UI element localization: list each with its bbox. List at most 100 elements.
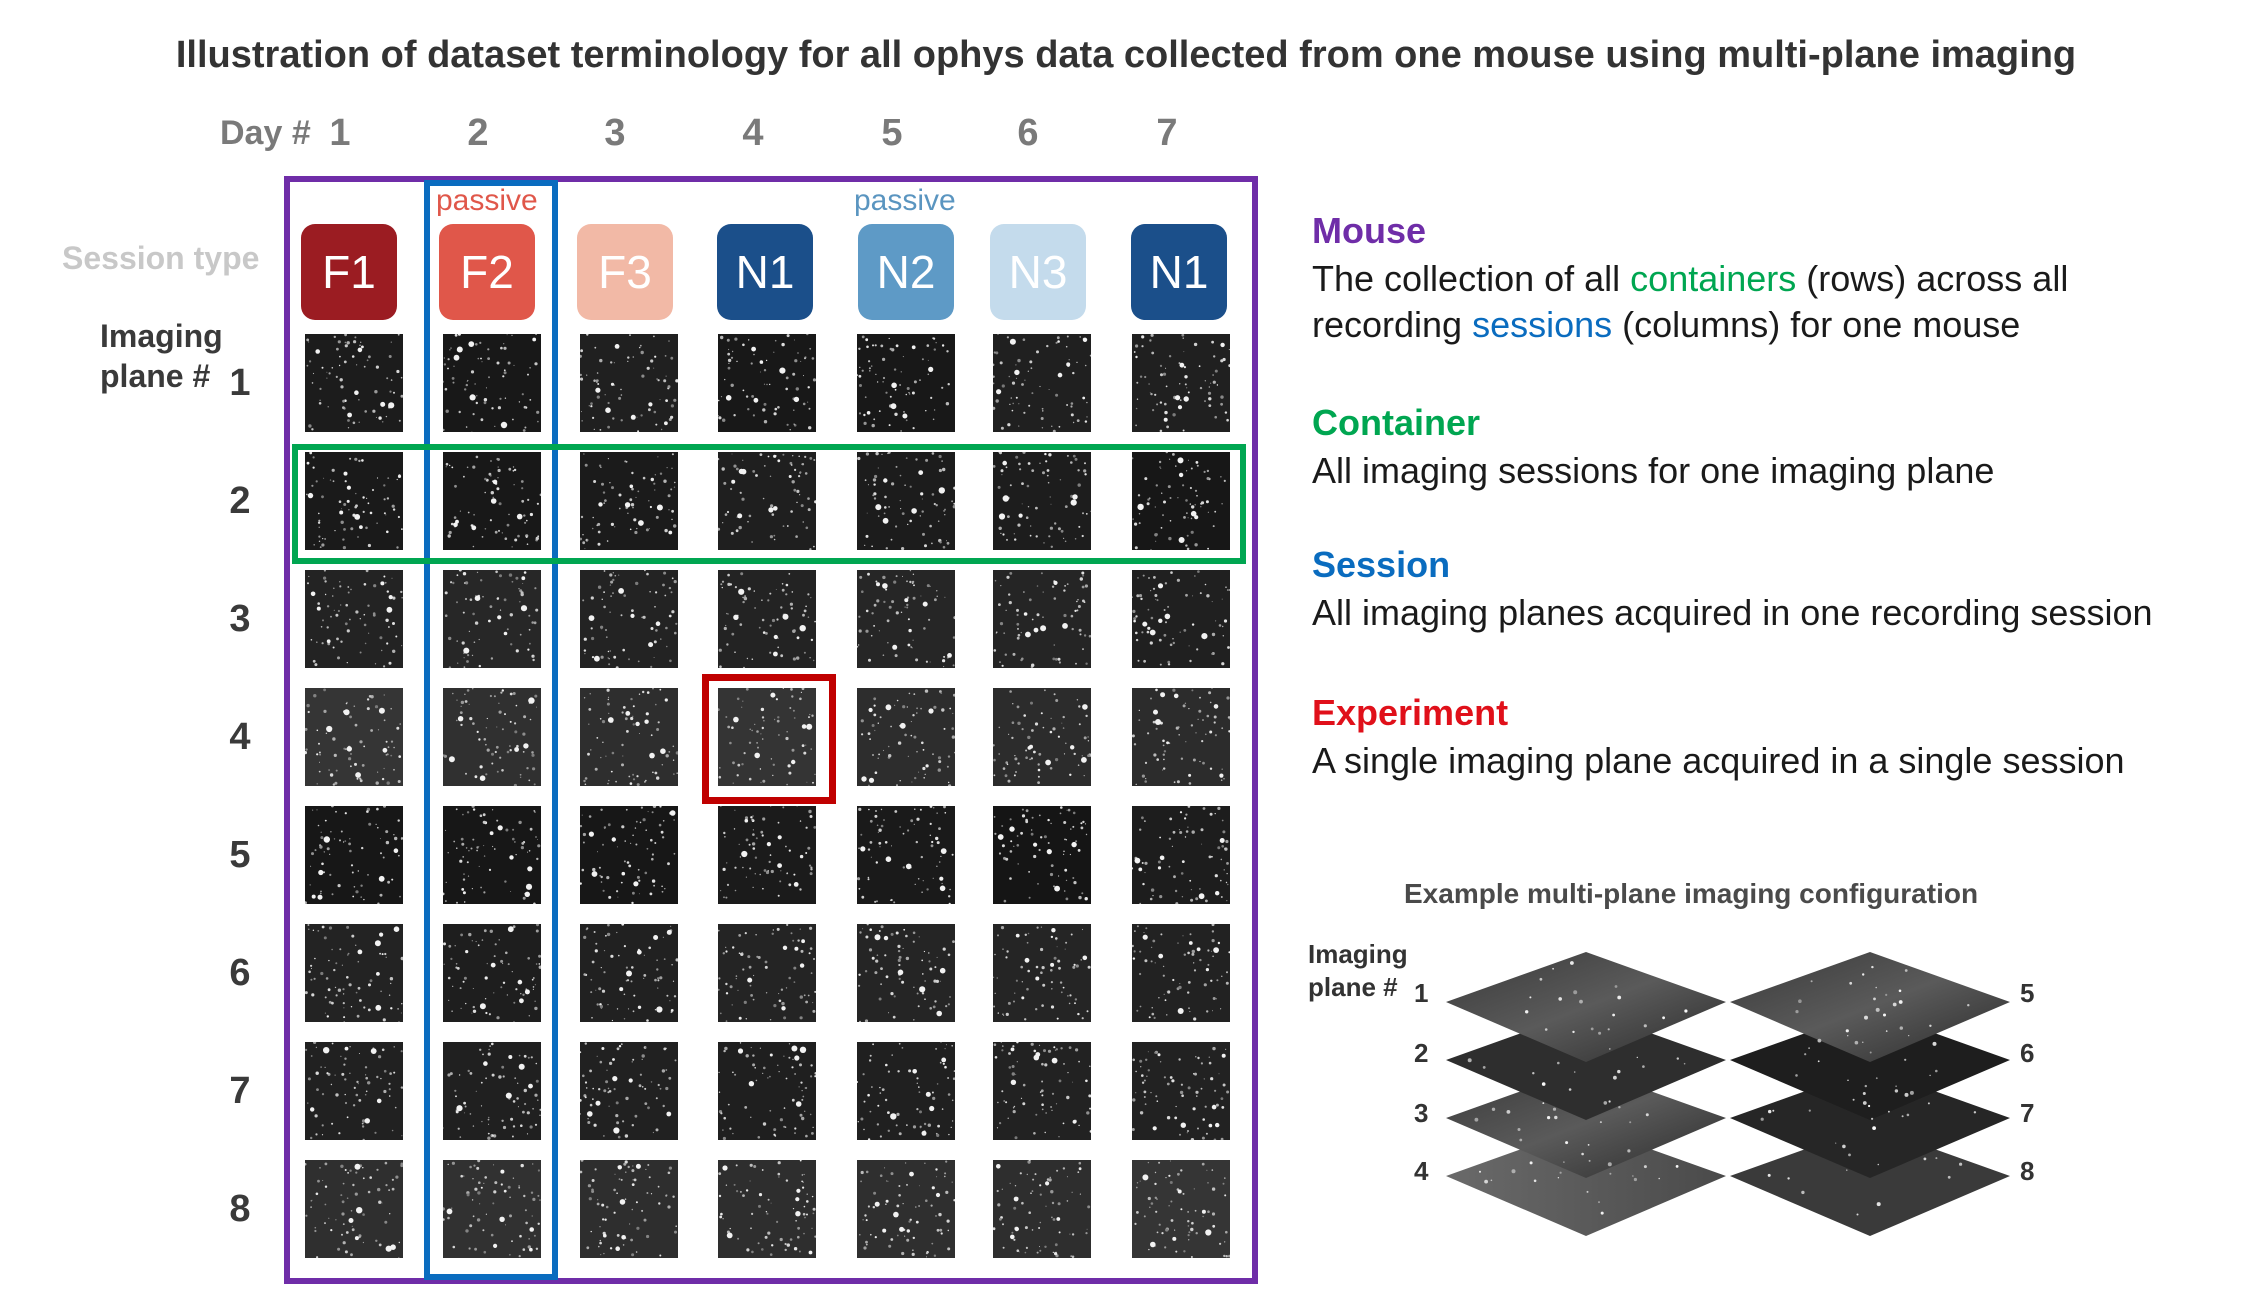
imaging-tile-plane8-day5 <box>857 1160 955 1258</box>
right-plane-7 <box>1730 1068 2010 1178</box>
imaging-tile-plane5-day3 <box>580 806 678 904</box>
example-plane-label-line1: Imaging <box>1308 939 1408 969</box>
imaging-tile-plane7-day7 <box>1132 1042 1230 1140</box>
day-number-2: 2 <box>467 112 489 154</box>
plane-number-6: 6 <box>229 952 251 994</box>
imaging-tile-plane4-day6 <box>993 688 1091 786</box>
imaging-tile-plane1-day4 <box>718 334 816 432</box>
session-type-chip-4: N1 <box>717 224 813 320</box>
session-type-chip-5: N2 <box>858 224 954 320</box>
imaging-tile-plane6-day2 <box>443 924 541 1022</box>
left-plane-stack <box>1446 952 1726 1236</box>
passive-label-f2: passive <box>436 184 538 217</box>
imaging-tile-plane4-day5 <box>857 688 955 786</box>
stacked-planes-illustration <box>1446 952 2010 1236</box>
imaging-tile-plane6-day3 <box>580 924 678 1022</box>
imaging-tile-plane5-day1 <box>305 806 403 904</box>
imaging-tile-plane4-day3 <box>580 688 678 786</box>
imaging-tile-plane5-day4 <box>718 806 816 904</box>
definition-session-title: Session <box>1312 544 1451 585</box>
sessions-accent: sessions <box>1472 304 1613 345</box>
imaging-tile-plane7-day6 <box>993 1042 1091 1140</box>
session-type-chip-7: N1 <box>1131 224 1227 320</box>
example-right-plane-8: 8 <box>2020 1156 2035 1186</box>
left-plane-1 <box>1446 952 1726 1062</box>
day-number-6: 6 <box>1017 112 1039 154</box>
session-frame <box>424 180 558 1280</box>
definition-experiment: Experiment A single imaging plane acquir… <box>1312 692 2125 784</box>
example-plane-label: Imaging plane # <box>1308 938 1408 1004</box>
example-left-plane-1: 1 <box>1414 978 1429 1008</box>
imaging-tile-plane7-day4 <box>718 1042 816 1140</box>
example-right-plane-5: 5 <box>2020 978 2035 1008</box>
imaging-tile-plane3-day4 <box>718 570 816 668</box>
definition-container-text: All imaging sessions for one imaging pla… <box>1312 450 1995 491</box>
imaging-tile-plane6-day5 <box>857 924 955 1022</box>
imaging-tile-plane8-day7 <box>1132 1160 1230 1258</box>
experiment-frame <box>702 674 836 804</box>
imaging-tile-plane7-day5 <box>857 1042 955 1140</box>
containers-accent: containers <box>1630 258 1797 299</box>
imaging-tile-plane2-day5 <box>857 452 955 550</box>
imaging-tile-plane2-day1 <box>305 452 403 550</box>
imaging-tile-plane1-day3 <box>580 334 678 432</box>
imaging-tile-plane2-day4 <box>718 452 816 550</box>
imaging-tile-plane5-day5 <box>857 806 955 904</box>
plane-number-4: 4 <box>229 716 251 758</box>
figure-title: Illustration of dataset terminology for … <box>175 34 2077 76</box>
definition-experiment-title: Experiment <box>1312 692 1509 733</box>
imaging-tile-plane4-day4 <box>718 688 816 786</box>
day-number-4: 4 <box>742 112 764 154</box>
imaging-tile-plane1-day6 <box>993 334 1091 432</box>
plane-speckle <box>1467 961 1977 1216</box>
right-plane-6 <box>1730 1010 2010 1120</box>
imaging-plane-label: Imaging plane # <box>100 316 223 396</box>
definition-mouse-title: Mouse <box>1312 210 1427 251</box>
imaging-tile-plane4-day1 <box>305 688 403 786</box>
imaging-tile-plane2-day7 <box>1132 452 1230 550</box>
imaging-tile-plane8-day4 <box>718 1160 816 1258</box>
imaging-tile-plane3-day3 <box>580 570 678 668</box>
plane-number-2: 2 <box>229 480 251 522</box>
imaging-tile-plane7-day1 <box>305 1042 403 1140</box>
plane-number-7: 7 <box>229 1070 251 1112</box>
plane-number-5: 5 <box>229 834 251 876</box>
imaging-plane-label-line2: plane # <box>100 358 211 394</box>
imaging-tile-plane4-day2 <box>443 688 541 786</box>
mouse-frame <box>284 176 1258 1284</box>
container-frame <box>292 444 1246 564</box>
imaging-tile-plane8-day6 <box>993 1160 1091 1258</box>
definition-experiment-text: A single imaging plane acquired in a sin… <box>1312 740 2125 781</box>
imaging-tile-plane5-day7 <box>1132 806 1230 904</box>
day-number-7: 7 <box>1156 112 1178 154</box>
imaging-tile-plane4-day7 <box>1132 688 1230 786</box>
definition-mouse-line1: The collection of all containers (rows) … <box>1312 258 2069 299</box>
imaging-tile-plane3-day1 <box>305 570 403 668</box>
imaging-tile-plane5-day6 <box>993 806 1091 904</box>
plane-number-8: 8 <box>229 1188 251 1230</box>
imaging-tile-plane2-day2 <box>443 452 541 550</box>
imaging-tile-plane3-day6 <box>993 570 1091 668</box>
definition-container-title: Container <box>1312 402 1481 443</box>
example-right-plane-7: 7 <box>2020 1098 2035 1128</box>
example-right-plane-6: 6 <box>2020 1038 2035 1068</box>
imaging-tile-plane6-day6 <box>993 924 1091 1022</box>
day-number-1: 1 <box>329 112 351 154</box>
right-plane-5 <box>1730 952 2010 1062</box>
day-number-3: 3 <box>604 112 626 154</box>
definition-session: Session All imaging planes acquired in o… <box>1312 544 2153 636</box>
imaging-tile-plane3-day2 <box>443 570 541 668</box>
definition-mouse-text: The collection of all containers (rows) … <box>1312 256 2068 348</box>
session-type-chip-6: N3 <box>990 224 1086 320</box>
session-type-chip-1: F1 <box>301 224 397 320</box>
right-plane-8 <box>1730 1126 2010 1236</box>
session-type-chip-3: F3 <box>577 224 673 320</box>
imaging-tile-plane3-day5 <box>857 570 955 668</box>
imaging-tile-plane8-day3 <box>580 1160 678 1258</box>
imaging-tile-plane8-day1 <box>305 1160 403 1258</box>
example-left-plane-2: 2 <box>1414 1038 1429 1068</box>
day-axis-label: Day # <box>220 114 311 152</box>
imaging-tile-plane2-day6 <box>993 452 1091 550</box>
day-number-5: 5 <box>881 112 903 154</box>
left-plane-4 <box>1446 1126 1726 1236</box>
